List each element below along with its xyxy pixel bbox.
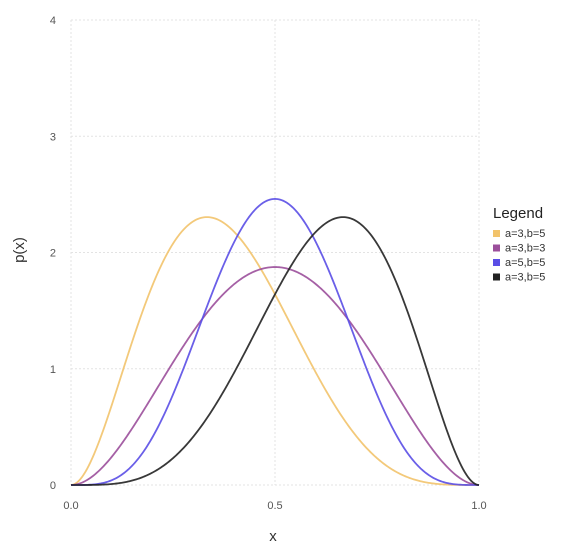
x-tick-label: 0.0: [63, 500, 78, 512]
y-axis-label: p(x): [11, 237, 28, 263]
series-line: [70, 266, 480, 486]
y-tick-label: 0: [50, 480, 56, 492]
series-lines: [70, 198, 480, 486]
series-line: [71, 216, 480, 486]
legend-swatch: [493, 259, 500, 266]
y-tick-label: 1: [50, 364, 56, 376]
x-tick-label: 0.5: [267, 500, 282, 512]
tick-labels: 0 1 2 3 4 0.0 0.5 1.0: [50, 15, 487, 512]
legend-entry: a=5,b=5: [505, 257, 545, 269]
legend-swatch: [493, 244, 500, 252]
x-tick-label: 1.0: [471, 500, 486, 512]
series-line: [71, 198, 479, 486]
legend-entry: a=3,b=5: [505, 272, 545, 284]
y-tick-label: 4: [50, 15, 56, 27]
legend-swatch: [493, 273, 500, 281]
x-axis-label: x: [269, 528, 277, 545]
y-tick-label: 3: [50, 131, 56, 143]
grid: [70, 19, 480, 486]
legend: Legend a=3,b=5 a=3,b=3 a=5,b=5 a=3,b=5: [493, 205, 545, 284]
y-tick-label: 2: [50, 248, 56, 260]
legend-entry: a=3,b=5: [505, 228, 545, 240]
legend-entry: a=3,b=3: [505, 243, 545, 255]
legend-title: Legend: [493, 205, 543, 222]
legend-swatch: [493, 230, 500, 237]
